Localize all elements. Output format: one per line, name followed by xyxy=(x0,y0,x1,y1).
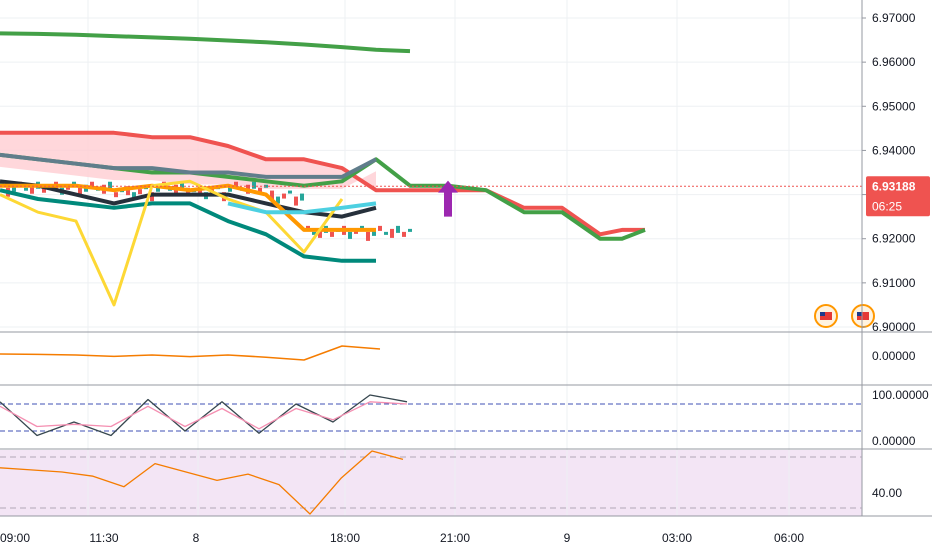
candle xyxy=(108,181,112,189)
time-tick-label: 09:00 xyxy=(0,531,30,545)
candle xyxy=(114,192,118,198)
main-series-line xyxy=(0,179,377,219)
last-price-value: 6.93188 xyxy=(872,179,916,193)
price-tick-label: 6.91000 xyxy=(872,276,916,290)
candle xyxy=(372,228,376,236)
main-series-line xyxy=(227,201,377,215)
candle xyxy=(24,187,28,191)
candle xyxy=(126,186,130,196)
candle xyxy=(264,184,268,188)
main-series-line xyxy=(0,179,344,307)
osc3-tick-label: 40.00 xyxy=(872,486,902,500)
us-flag-event-icon-canton xyxy=(857,312,862,316)
us-flag-event-icon-stripes xyxy=(857,312,869,320)
candle xyxy=(318,228,322,238)
candle xyxy=(42,187,46,193)
time-tick-label: 11:30 xyxy=(89,531,118,545)
candle xyxy=(78,187,82,197)
osc1-tick-label: 0.00000 xyxy=(872,349,916,363)
osc3-background xyxy=(0,450,862,516)
candle xyxy=(276,196,280,204)
price-tick-label: 6.94000 xyxy=(872,143,916,157)
candle xyxy=(228,184,232,192)
osc2-series-line xyxy=(0,394,408,437)
candle xyxy=(408,228,412,232)
candle xyxy=(12,184,16,192)
osc2-series-line xyxy=(0,401,408,430)
candle xyxy=(390,228,394,238)
time-tick-label: 21:00 xyxy=(440,531,470,545)
candle xyxy=(138,189,142,195)
candle xyxy=(300,193,304,201)
candle xyxy=(234,181,238,187)
candle xyxy=(132,192,136,200)
time-tick-label: 8 xyxy=(193,531,200,545)
candle xyxy=(252,181,256,189)
signal-arrow-up xyxy=(438,180,458,217)
main-series-line xyxy=(0,183,376,232)
last-price-badge xyxy=(866,176,930,217)
main-series-line xyxy=(0,188,376,263)
candle xyxy=(396,225,400,233)
candle xyxy=(384,231,388,235)
candle xyxy=(270,190,274,200)
candle xyxy=(312,231,316,235)
candle xyxy=(330,231,334,237)
candle xyxy=(258,187,262,193)
candle xyxy=(360,225,364,229)
time-tick-label: 9 xyxy=(564,531,571,545)
osc1-series-line xyxy=(0,345,381,361)
candle xyxy=(378,225,382,231)
last-price-countdown: 06:25 xyxy=(872,199,902,213)
price-tick-label: 6.95000 xyxy=(872,99,916,113)
us-flag-event-icon-stripes xyxy=(820,312,832,320)
time-tick-label: 03:00 xyxy=(662,531,692,545)
main-series-line xyxy=(0,130,645,237)
price-tick-label: 6.96000 xyxy=(872,55,916,69)
time-tick-label: 06:00 xyxy=(774,531,804,545)
price-tick-label: 6.92000 xyxy=(872,232,916,246)
candle xyxy=(90,181,94,187)
candle xyxy=(288,190,292,194)
candle xyxy=(294,196,298,206)
price-tick-label: 6.90000 xyxy=(872,320,916,334)
candle xyxy=(150,192,154,202)
osc2-tick-label: 100.00000 xyxy=(872,388,929,402)
candle xyxy=(402,231,406,237)
candle xyxy=(72,181,76,185)
main-series-line xyxy=(0,31,411,54)
candle xyxy=(366,231,370,241)
main-series-line xyxy=(0,152,377,179)
osc2-tick-label: 0.00000 xyxy=(872,434,916,448)
candle xyxy=(348,231,352,239)
us-flag-event-icon-canton xyxy=(820,312,825,316)
osc3-series-line xyxy=(0,450,404,515)
candle xyxy=(282,193,286,199)
time-tick-label: 18:00 xyxy=(330,531,360,545)
candle xyxy=(180,181,184,189)
price-tick-label: 6.97000 xyxy=(872,11,916,25)
candle xyxy=(30,184,34,194)
